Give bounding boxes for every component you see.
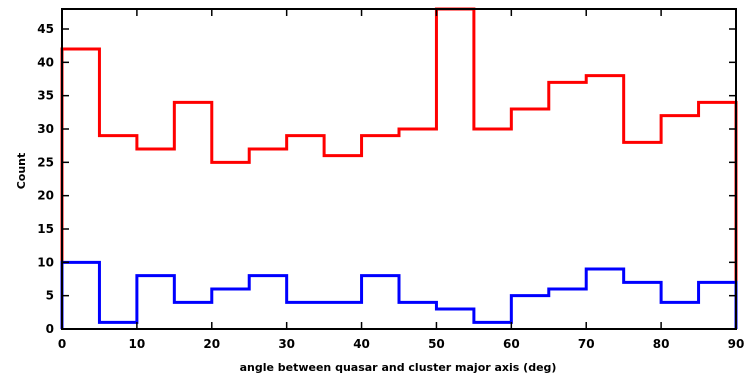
x-tick-label: 80: [653, 337, 670, 351]
y-tick-label: 10: [37, 255, 54, 269]
y-tick-label: 30: [37, 122, 54, 136]
histogram-series-2: [60, 260, 738, 329]
histogram-series-1: [60, 7, 738, 329]
plot-frame: [61, 8, 737, 330]
x-tick-label: 60: [503, 337, 520, 351]
x-tick-label: 50: [428, 337, 445, 351]
y-tick-label: 45: [37, 22, 54, 36]
y-tick-label: 40: [37, 55, 54, 69]
y-tick-label: 25: [37, 155, 54, 169]
x-tick-label: 70: [578, 337, 595, 351]
y-tick-label: 15: [37, 222, 54, 236]
x-axis-label: angle between quasar and cluster major a…: [240, 361, 557, 374]
y-tick-label: 0: [46, 322, 54, 336]
x-tick-label: 0: [58, 337, 66, 351]
x-tick-label: 10: [129, 337, 146, 351]
x-tick-label: 90: [728, 337, 744, 351]
y-axis-label: Count: [15, 153, 28, 190]
y-tick-label: 5: [46, 289, 54, 303]
x-tick-label: 40: [353, 337, 370, 351]
y-tick-label: 20: [37, 189, 54, 203]
x-tick-label: 20: [203, 337, 220, 351]
x-tick-label: 30: [278, 337, 295, 351]
y-tick-label: 35: [37, 89, 54, 103]
